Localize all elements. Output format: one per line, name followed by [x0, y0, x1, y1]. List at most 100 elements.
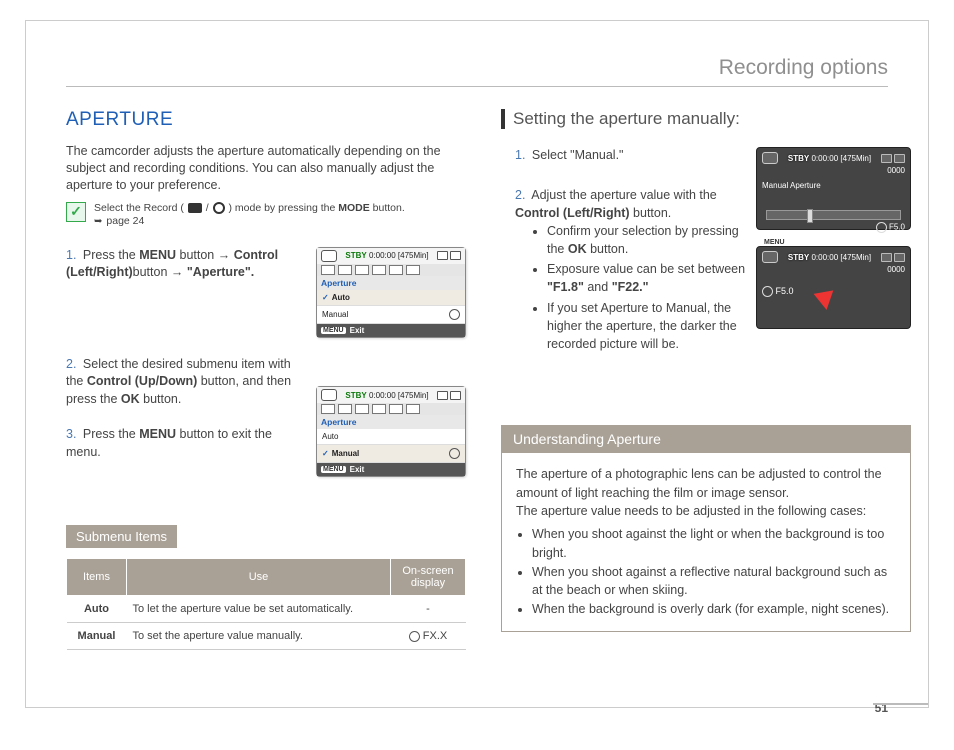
check-icon: ✓ — [66, 202, 86, 222]
b2v1: "F1.8" — [547, 280, 584, 294]
ok-d1: OK — [894, 237, 905, 246]
page-ref: page 24 — [106, 215, 144, 227]
list-item: Confirm your selection by pressing the O… — [547, 222, 755, 258]
info-box: The aperture of a photographic lens can … — [501, 452, 911, 632]
th-items: Items — [67, 559, 127, 596]
list-item: When you shoot against a reflective natu… — [532, 563, 896, 601]
td-auto-desc: To let the aperture value be set automat… — [127, 596, 391, 623]
r-s2-ctrl: Control (Left/Right) — [515, 206, 630, 220]
r-step-1-text: 1. Select "Manual." — [515, 147, 746, 165]
s1a: Press the — [83, 248, 139, 262]
stby-d2: STBY — [788, 253, 809, 262]
s1b: button → — [176, 248, 234, 262]
submenu-table: Items Use On-screen display Auto To let … — [66, 558, 466, 650]
intro-text: The camcorder adjusts the aperture autom… — [66, 143, 466, 194]
lcd-dur-2: [475Min] — [398, 391, 429, 400]
stby-2: STBY — [345, 391, 366, 400]
submenu-title: Submenu Items — [66, 525, 177, 548]
table-row: Auto To let the aperture value be set au… — [67, 596, 466, 623]
r-step-2-text: 2. Adjust the aperture value with the Co… — [515, 187, 755, 355]
lcd-dur: [475Min] — [398, 251, 429, 260]
d-d1: [475Min] — [840, 154, 871, 163]
step-2-text: 2. Select the desired submenu item with … — [66, 356, 306, 409]
lcd-row-auto-2: Auto — [317, 429, 465, 445]
box-title: Understanding Aperture — [501, 425, 911, 453]
understanding-box: Understanding Aperture The aperture of a… — [501, 425, 911, 632]
t-d2: 0:00:00 — [811, 253, 838, 262]
lcd-manual: Manual — [322, 310, 348, 319]
osd-val: FX.X — [423, 630, 447, 642]
lcd-title-2: Aperture — [317, 415, 465, 429]
camera-icon — [213, 202, 225, 214]
th-use: Use — [127, 559, 391, 596]
chapter-title: Recording options — [66, 56, 888, 87]
lcd-auto-selected: STBY 0:00:00 [475Min] Aperture ✓Auto Man… — [316, 247, 466, 338]
page-frame: Recording options APERTURE The camcorder… — [25, 20, 929, 708]
steps-left: 1. Press the MENU button → Control (Left… — [66, 247, 466, 478]
list-item: Exposure value can be set between "F1.8"… — [547, 260, 755, 296]
mode-icon — [762, 251, 778, 263]
lcd-dark-slider: STBY 0:00:00 [475Min] 0000 Manual Apertu… — [756, 147, 911, 230]
lcd-row-manual-2: ✓Manual — [317, 445, 465, 463]
b1b: button. — [587, 242, 629, 256]
box-p2: The aperture value needs to be adjusted … — [516, 504, 866, 518]
lcd-dark-pointer: STBY 0:00:00 [475Min] 0000 F5.0 — [756, 246, 911, 329]
r-s2a: Adjust the aperture value with the — [531, 188, 717, 202]
camcorder-icon — [188, 203, 202, 213]
lcd-row-auto: ✓Auto — [317, 290, 465, 306]
td-manual-desc: To set the aperture value manually. — [127, 623, 391, 650]
page-arrow-icon: ➥ — [94, 215, 102, 228]
box-list: When you shoot against the light or when… — [532, 525, 896, 619]
step-3-text: 3. Press the MENU button to exit the men… — [66, 426, 306, 461]
stby-d1: STBY — [788, 154, 809, 163]
lcd-exit-2: Exit — [350, 465, 365, 474]
box-p1: The aperture of a photographic lens can … — [516, 467, 882, 500]
s1-ap: "Aperture". — [187, 265, 254, 279]
list-item: If you set Aperture to Manual, the highe… — [547, 299, 755, 353]
exit-d1: Exit — [789, 237, 803, 246]
s2-ok: OK — [121, 392, 140, 406]
counter-d1: 0000 — [762, 166, 905, 175]
aperture-icon — [876, 222, 887, 233]
s2c: button. — [140, 392, 182, 406]
aperture-icon — [449, 309, 460, 320]
lcd-exit: Exit — [350, 326, 365, 335]
step-1: 1. Press the MENU button → Control (Left… — [66, 247, 466, 338]
aperture-icon — [409, 631, 420, 642]
lcd-manual-selected: STBY 0:00:00 [475Min] Aperture Auto ✓Man… — [316, 386, 466, 477]
aperture-slider — [766, 210, 901, 220]
t-d1: 0:00:00 — [811, 154, 838, 163]
list-item: When the background is overly dark (for … — [532, 600, 896, 619]
counter-d2: 0000 — [762, 265, 905, 274]
r-s2b: button. — [630, 206, 672, 220]
b2b: and — [584, 280, 612, 294]
lcd-manual-2: Manual — [332, 449, 360, 458]
s1c: button → — [133, 265, 187, 279]
step-3: 3. Press the MENU button to exit the men… — [66, 426, 466, 477]
left-column: APERTURE The camcorder adjusts the apert… — [66, 109, 466, 650]
right-heading: Setting the aperture manually: — [501, 109, 911, 129]
td-auto: Auto — [67, 596, 127, 623]
note-row: ✓ Select the Record ( / ) mode by pressi… — [66, 202, 466, 229]
page-line — [873, 703, 928, 705]
lcd-stack: STBY 0:00:00 [475Min] 0000 Manual Apertu… — [756, 147, 911, 329]
mode-word: MODE — [338, 202, 370, 214]
lcd-row-manual: Manual — [317, 306, 465, 324]
ap-val-d2: F5.0 — [776, 286, 794, 296]
lcd-title-1: Aperture — [317, 276, 465, 290]
lcd-auto-2: Auto — [322, 432, 338, 441]
d-d2: [475Min] — [840, 253, 871, 262]
s1-menu: MENU — [139, 248, 176, 262]
s3a: Press the — [83, 427, 139, 441]
note-text: Select the Record ( / ) mode by pressing… — [94, 202, 405, 229]
note-c: button. — [370, 202, 405, 214]
content-columns: APERTURE The camcorder adjusts the apert… — [66, 109, 888, 650]
pointer-icon — [814, 290, 837, 311]
aperture-heading: APERTURE — [66, 109, 466, 131]
td-auto-osd: - — [391, 596, 466, 623]
mode-icon — [762, 152, 778, 164]
note-a: Select the Record ( — [94, 202, 184, 214]
mode-icon — [321, 250, 337, 262]
lcd-time-2: 0:00:00 — [369, 391, 396, 400]
lcd-auto: Auto — [332, 293, 350, 302]
